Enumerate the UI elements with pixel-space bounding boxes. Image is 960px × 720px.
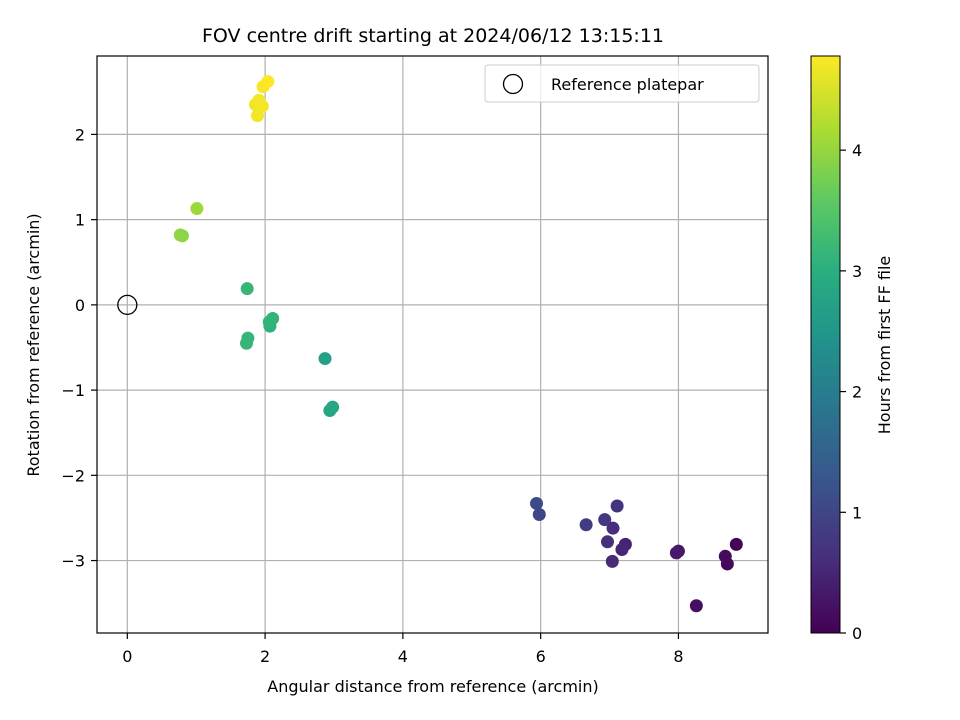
x-tick-label: 6 xyxy=(536,647,546,666)
data-point xyxy=(605,554,619,568)
data-point xyxy=(610,499,624,513)
points-layer xyxy=(173,75,743,613)
y-tick-label: −1 xyxy=(61,381,85,400)
legend-reference-marker xyxy=(502,73,524,95)
data-point xyxy=(252,93,266,107)
data-point xyxy=(261,75,275,89)
data-point xyxy=(669,546,683,560)
data-point xyxy=(240,282,254,296)
x-tick-label: 4 xyxy=(398,647,408,666)
x-tick-label: 8 xyxy=(673,647,683,666)
y-tick-label: 1 xyxy=(75,211,85,230)
data-point xyxy=(262,315,276,329)
colorbar-tick-label: 2 xyxy=(852,383,862,402)
chart-title: FOV centre drift starting at 2024/06/12 … xyxy=(202,25,664,47)
data-point xyxy=(530,496,544,510)
data-point xyxy=(579,518,593,532)
x-axis-label: Angular distance from reference (arcmin) xyxy=(267,677,598,696)
x-tick-label: 0 xyxy=(122,647,132,666)
data-point xyxy=(190,202,204,216)
y-tick-label: −3 xyxy=(61,552,85,571)
data-point xyxy=(689,599,703,613)
colorbar-tick-label: 4 xyxy=(852,141,862,160)
data-point xyxy=(729,537,743,551)
reference-layer xyxy=(117,294,138,316)
y-tick-label: 0 xyxy=(75,296,85,315)
reference-platepar-marker xyxy=(117,294,138,316)
y-ticks: −3 −2 −1 0 1 2 xyxy=(61,125,97,571)
data-point xyxy=(239,336,253,350)
data-point xyxy=(318,352,332,366)
data-point xyxy=(175,229,189,243)
data-point xyxy=(606,521,620,535)
y-tick-label: 2 xyxy=(75,125,85,144)
data-point xyxy=(326,400,340,414)
data-point xyxy=(718,549,732,563)
colorbar-label: Hours from first FF file xyxy=(875,256,894,435)
grid-layer xyxy=(97,56,768,633)
colorbar-tick-label: 1 xyxy=(852,503,862,522)
legend-box xyxy=(484,64,760,103)
data-point xyxy=(615,542,629,556)
colorbar-tick-label: 3 xyxy=(852,262,862,281)
y-axis-label: Rotation from reference (arcmin) xyxy=(24,213,43,476)
x-ticks: 0 2 4 6 8 xyxy=(122,633,684,666)
colorbar-tick-label: 0 xyxy=(852,624,862,643)
y-tick-label: −2 xyxy=(61,466,85,485)
data-point xyxy=(600,535,614,549)
x-tick-label: 2 xyxy=(260,647,270,666)
legend: Reference platepar xyxy=(484,64,760,103)
plot-frame xyxy=(96,55,769,634)
data-point xyxy=(598,513,612,527)
colorbar-ticks: 0 1 2 3 4 xyxy=(840,141,862,643)
colorbar xyxy=(810,55,841,634)
data-point xyxy=(532,508,546,522)
legend-reference-label: Reference platepar xyxy=(551,75,704,94)
